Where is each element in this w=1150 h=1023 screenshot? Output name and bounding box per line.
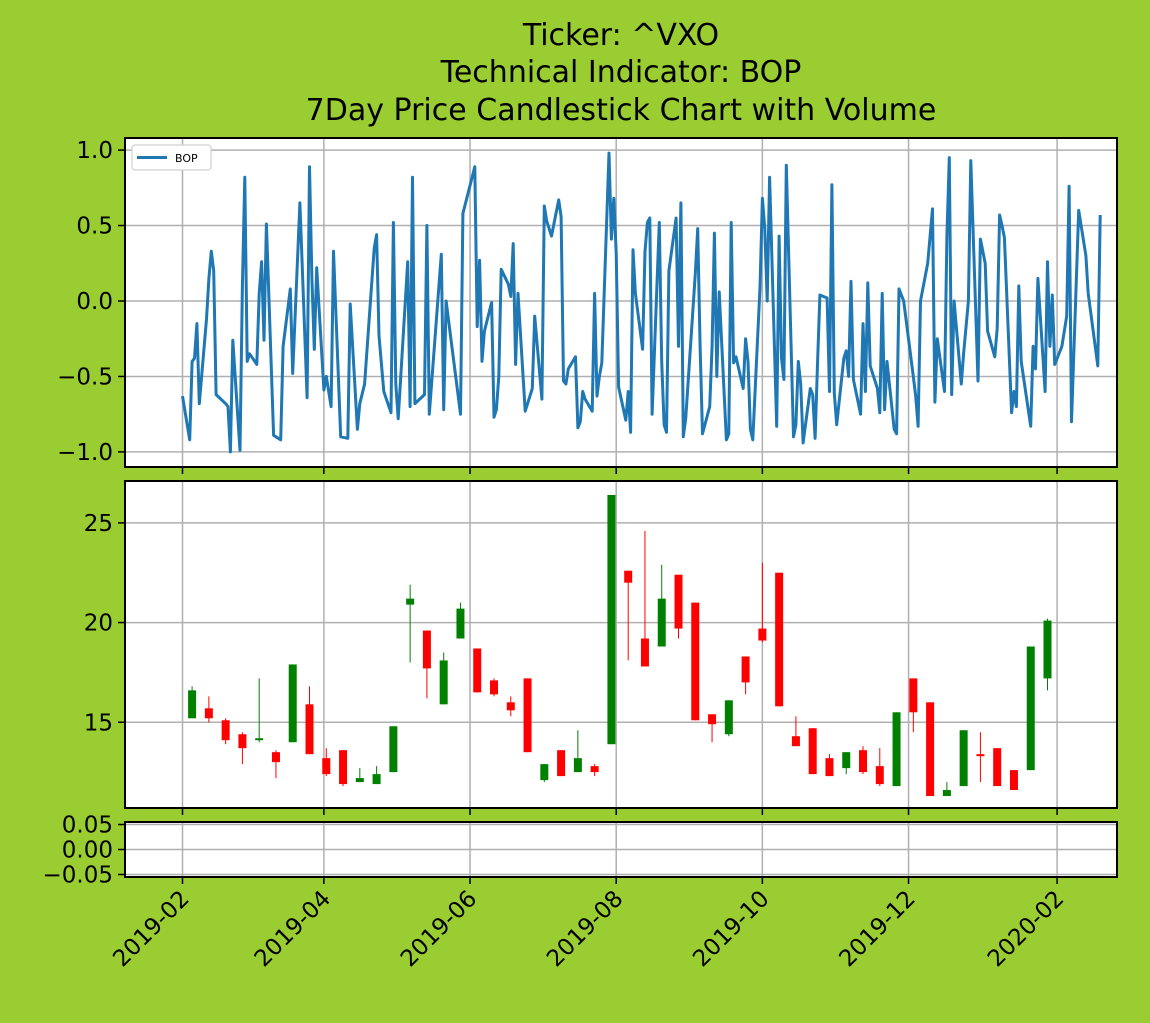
candle-body	[255, 738, 263, 740]
candlestick	[188, 686, 196, 718]
candle-body	[456, 609, 464, 639]
candlestick	[960, 730, 968, 786]
candle-body	[222, 720, 230, 740]
candle-body	[1044, 621, 1052, 679]
y-tick-label: 0.5	[76, 214, 113, 240]
candlestick	[725, 700, 733, 736]
y-tick-label: 0.05	[62, 813, 113, 839]
price-panel: 15 20 25	[84, 481, 1117, 815]
candle-body	[272, 752, 280, 762]
candle-body	[356, 778, 364, 782]
candle-body	[473, 648, 481, 692]
candle-body	[289, 664, 297, 742]
candle-body	[876, 766, 884, 784]
y-tick-label: 1.0	[76, 138, 113, 164]
candlestick	[607, 495, 615, 744]
candle-body	[943, 790, 951, 796]
candle-body	[524, 678, 532, 752]
candlestick	[490, 678, 498, 696]
candle-body	[1027, 646, 1035, 770]
candle-body	[708, 714, 716, 724]
candlestick	[859, 746, 867, 774]
y-tick-label: 0.0	[76, 289, 113, 315]
candle-body	[607, 495, 615, 744]
candle-body	[993, 748, 1001, 786]
candle-body	[792, 736, 800, 746]
candlestick	[691, 603, 699, 721]
candle-body	[960, 730, 968, 786]
candle-body	[490, 680, 498, 694]
candle-body	[926, 702, 934, 796]
y-tick-label: 25	[84, 511, 113, 537]
candle-body	[238, 734, 246, 748]
candle-body	[775, 573, 783, 707]
y-tick-label: 0.00	[62, 838, 113, 864]
candle-body	[205, 708, 213, 718]
candle-body	[624, 571, 632, 583]
candle-body	[976, 754, 984, 756]
candle-body	[574, 758, 582, 772]
y-tick-label: 20	[84, 611, 113, 637]
candle-body	[691, 603, 699, 721]
candlestick	[339, 750, 347, 786]
candlestick	[389, 726, 397, 772]
candle-body	[339, 750, 347, 784]
legend-label: BOP	[175, 152, 198, 165]
title-line-1: Ticker: ^VXO	[522, 18, 719, 53]
candle-body	[188, 690, 196, 718]
candle-body	[540, 764, 548, 780]
candlestick	[926, 702, 934, 796]
candle-body	[725, 700, 733, 734]
candle-body	[825, 758, 833, 776]
candlestick	[289, 664, 297, 742]
volume-panel: −0.050.000.05	[43, 813, 1117, 889]
candle-body	[842, 752, 850, 768]
candle-body	[322, 758, 330, 774]
y-tick-label: −1.0	[57, 440, 113, 466]
title-line-3: 7Day Price Candlestick Chart with Volume	[306, 93, 937, 128]
candlestick	[557, 750, 565, 776]
candle-body	[742, 656, 750, 682]
y-tick-label: −0.05	[43, 863, 113, 889]
candle-body	[406, 599, 414, 605]
candlestick	[809, 728, 817, 774]
candle-body	[1010, 770, 1018, 790]
candle-body	[389, 726, 397, 772]
candle-body	[658, 599, 666, 647]
y-tick-label: 15	[84, 710, 113, 736]
candlestick	[524, 678, 532, 752]
candlestick	[993, 748, 1001, 786]
candle-body	[591, 766, 599, 772]
y-tick-label: −0.5	[57, 364, 113, 390]
candle-body	[440, 660, 448, 704]
bop-panel: −1.0 −0.5 0.0 0.5 1.0 BOP	[57, 138, 1117, 474]
candle-body	[641, 639, 649, 667]
candle-body	[859, 750, 867, 772]
candle-body	[423, 631, 431, 669]
candlestick	[775, 573, 783, 707]
candlestick	[1010, 770, 1018, 790]
candle-body	[758, 629, 766, 641]
candle-body	[909, 678, 917, 712]
candle-body	[893, 712, 901, 786]
candlestick	[473, 648, 481, 692]
candlestick	[540, 764, 548, 782]
candle-body	[557, 750, 565, 776]
candle-body	[306, 704, 314, 754]
candlestick	[893, 712, 901, 786]
legend: BOP	[132, 145, 211, 170]
candle-body	[373, 774, 381, 784]
candle-body	[809, 728, 817, 774]
candle-body	[507, 702, 515, 710]
title-line-2: Technical Indicator: BOP	[440, 55, 802, 90]
candle-body	[675, 575, 683, 629]
candlestick	[1027, 646, 1035, 770]
